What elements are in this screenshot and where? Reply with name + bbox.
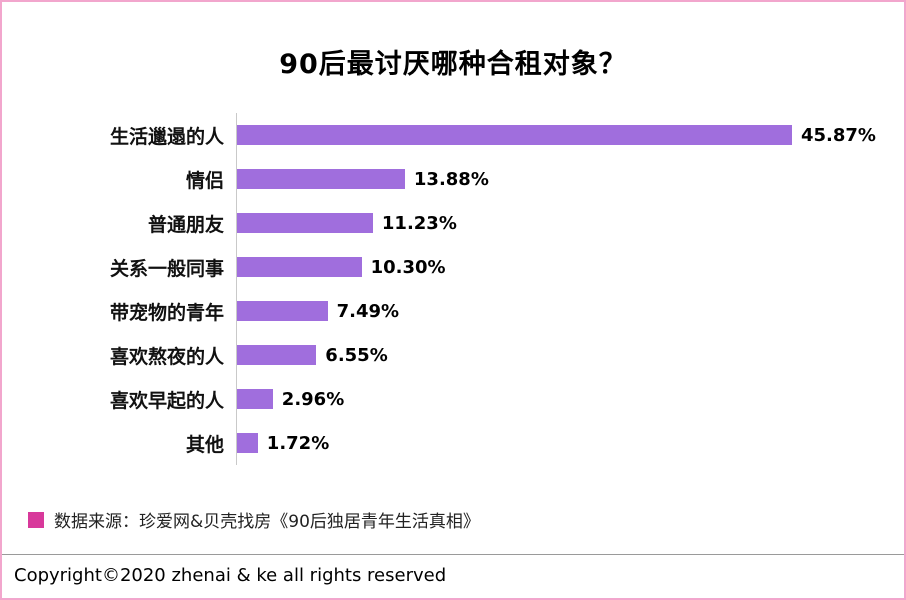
value-label: 10.30% xyxy=(370,256,446,278)
bar-track: 7.49% xyxy=(236,289,888,333)
chart-title: 90后最讨厌哪种合租对象？ xyxy=(279,49,627,80)
bar-track: 45.87% xyxy=(236,113,888,157)
bar-row: 关系一般同事 10.30% xyxy=(68,245,888,289)
bar-track: 2.96% xyxy=(236,377,888,421)
category-label: 生活邋遢的人 xyxy=(109,125,224,148)
copyright-text: Copyright©2020 zhenai & ke all rights re… xyxy=(14,565,447,586)
bar xyxy=(237,257,362,277)
bar-track: 1.72% xyxy=(236,421,888,465)
bar-track: 11.23% xyxy=(236,201,888,245)
value-label: 2.96% xyxy=(281,388,345,410)
value-label: 7.49% xyxy=(336,300,400,322)
category-label: 其他 xyxy=(185,433,224,456)
category-label: 情侣 xyxy=(185,169,224,192)
bar xyxy=(237,213,373,233)
value-label: 11.23% xyxy=(381,212,457,234)
bar-row: 情侣 13.88% xyxy=(68,157,888,201)
bar-row: 普通朋友 11.23% xyxy=(68,201,888,245)
bar-row: 生活邋遢的人 45.87% xyxy=(68,113,888,157)
copyright-bar: Copyright©2020 zhenai & ke all rights re… xyxy=(2,554,904,598)
bar-row: 喜欢早起的人 2.96% xyxy=(68,377,888,421)
bar xyxy=(237,433,258,453)
value-label: 45.87% xyxy=(801,124,876,146)
source-text: 数据来源：珍爱网&贝壳找房《90后独居青年生活真相》 xyxy=(54,512,480,532)
bar-row: 其他 1.72% xyxy=(68,421,888,465)
bar xyxy=(237,125,792,145)
bar xyxy=(237,345,317,365)
source-legend: 数据来源：珍爱网&贝壳找房《90后独居青年生活真相》 xyxy=(28,507,904,532)
bar-rows: 生活邋遢的人 45.87% 情侣 13.88% 普通朋友 11.23% 关系一般同事 10.3… xyxy=(68,113,888,465)
bar xyxy=(237,389,273,409)
bar xyxy=(237,169,405,189)
value-label: 6.55% xyxy=(325,344,388,366)
value-label: 1.72% xyxy=(266,432,330,454)
legend-square-icon xyxy=(28,511,44,528)
bar-track: 6.55% xyxy=(236,333,888,377)
category-label: 关系一般同事 xyxy=(109,257,224,280)
bar-track: 13.88% xyxy=(236,157,888,201)
category-label: 喜欢熬夜的人 xyxy=(109,345,224,368)
category-label: 喜欢早起的人 xyxy=(109,389,224,412)
bar-track: 10.30% xyxy=(236,245,888,289)
bar-row: 带宠物的青年 7.49% xyxy=(68,289,888,333)
bar xyxy=(237,301,328,321)
value-label: 13.88% xyxy=(413,168,489,190)
category-label: 普通朋友 xyxy=(147,213,224,236)
bar-row: 喜欢熬夜的人 6.55% xyxy=(68,333,888,377)
category-label: 带宠物的青年 xyxy=(109,301,224,324)
bar-chart: 生活邋遢的人 45.87% 情侣 13.88% 普通朋友 11.23% 关系一般同事 10.3… xyxy=(68,113,888,465)
